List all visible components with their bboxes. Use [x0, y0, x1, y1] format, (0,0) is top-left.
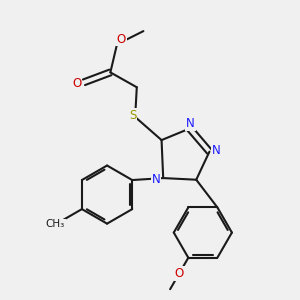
Text: O: O	[72, 77, 81, 90]
Text: O: O	[175, 267, 184, 280]
Text: S: S	[129, 109, 136, 122]
Text: N: N	[186, 117, 195, 130]
Text: N: N	[212, 143, 221, 157]
Text: O: O	[116, 32, 126, 46]
Text: N: N	[152, 173, 160, 186]
Text: CH₃: CH₃	[46, 220, 65, 230]
